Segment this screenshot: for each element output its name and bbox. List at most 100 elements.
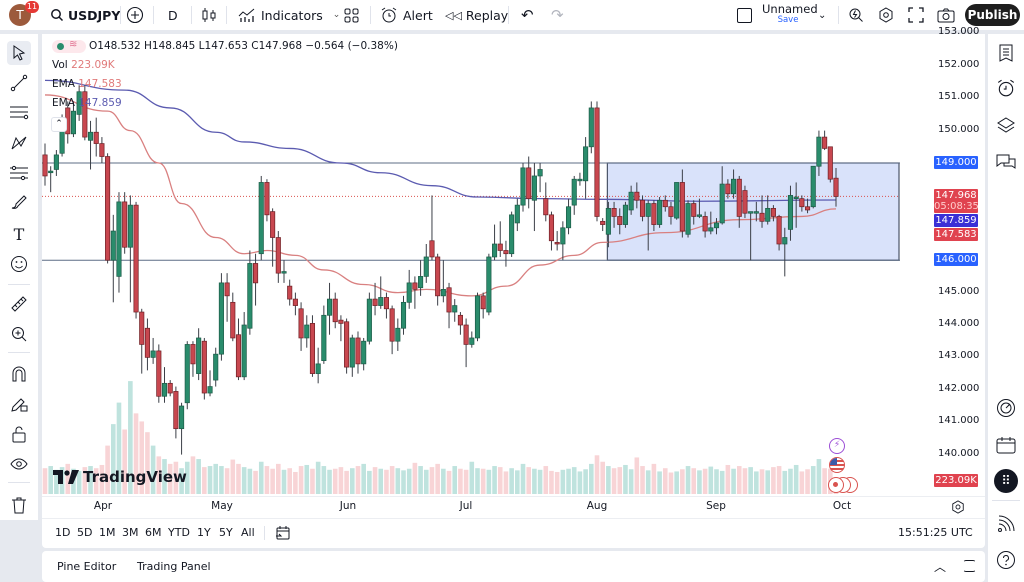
volume-bar [270, 468, 275, 494]
hide-drawings-tool[interactable] [7, 452, 31, 476]
chart-type-button[interactable] [201, 0, 217, 30]
volume-bar [765, 470, 771, 494]
help-button[interactable] [994, 548, 1018, 572]
icon-tool[interactable] [7, 252, 31, 276]
candle-body-up [349, 337, 355, 368]
event-marker-lightning[interactable]: ⚡ [829, 438, 845, 454]
compare-symbol-button[interactable] [126, 0, 144, 30]
range-button-5d[interactable]: 5D [77, 526, 93, 539]
candles-icon [202, 8, 216, 22]
range-button-1m[interactable]: 1M [99, 526, 116, 539]
range-button-6m[interactable]: 6M [145, 526, 162, 539]
candle-body-down [691, 203, 697, 217]
trend-line-tool[interactable] [7, 71, 31, 95]
candle [719, 166, 725, 225]
ema-fast-legend[interactable]: EMA 147.583 [52, 78, 122, 90]
publish-button[interactable]: Publish [965, 4, 1020, 26]
alert-label: Alert [403, 7, 433, 23]
candle [315, 347, 321, 384]
event-marker-dividends[interactable] [826, 477, 862, 493]
replay-button[interactable]: ◁◁ Replay [445, 0, 508, 30]
time-tick-label: Jul [459, 500, 473, 512]
layout-checkbox[interactable] [737, 0, 752, 30]
volume-bar [179, 468, 184, 494]
object-tree-button[interactable] [994, 113, 1018, 137]
range-button-ytd[interactable]: YTD [168, 526, 190, 539]
chevron-up-icon: ︿ [934, 560, 947, 574]
symbol-search[interactable]: USDJPY [50, 0, 120, 30]
candle [662, 195, 668, 212]
templates-button[interactable] [344, 0, 359, 30]
go-to-date-button[interactable] [275, 525, 291, 544]
undo-button[interactable]: ↶ [521, 0, 534, 30]
candle [799, 195, 805, 212]
pattern-tool[interactable] [7, 131, 31, 155]
legend-collapse-button[interactable]: ⌃ [51, 117, 67, 132]
text-tool[interactable]: T [7, 222, 31, 246]
clock-timezone[interactable]: 15:51:25 UTC [898, 526, 973, 539]
range-button-1d[interactable]: 1D [55, 526, 71, 539]
watchlist-button[interactable] [994, 41, 1018, 65]
volume-bar [423, 469, 429, 494]
axis-settings-button[interactable] [951, 500, 965, 517]
replay-label: Replay [465, 7, 509, 23]
volume-bar [566, 468, 571, 494]
event-marker-us-flag[interactable] [829, 457, 845, 473]
maximize-panel-button[interactable] [963, 560, 976, 572]
cursor-tool[interactable] [7, 41, 31, 65]
collapse-panel-button[interactable]: ︿ [934, 558, 946, 575]
range-button-1y[interactable]: 1Y [197, 526, 211, 539]
symbol-name: USDJPY [68, 7, 121, 23]
candle-series [42, 85, 839, 455]
ema-slow-legend[interactable]: EMA 147.859 [52, 97, 122, 109]
alert-button[interactable]: Alert [380, 0, 433, 30]
candle-body-down [457, 314, 463, 326]
zoom-in-tool[interactable] [7, 322, 31, 346]
layout-menu-chevron[interactable]: ⌄ [818, 0, 826, 30]
settings-button[interactable] [878, 0, 894, 30]
candle-body-up [469, 337, 475, 345]
candle [463, 318, 469, 368]
volume-legend[interactable]: Vol 223.09K [52, 59, 115, 71]
calendar-button[interactable] [994, 433, 1018, 457]
candle-body-down [292, 298, 298, 306]
volume-bar [361, 463, 366, 494]
products-button[interactable]: ⠿ [994, 469, 1018, 493]
technicals-button[interactable] [994, 396, 1018, 420]
price-chart[interactable] [42, 34, 900, 496]
remove-drawings-tool[interactable] [7, 493, 31, 517]
brush-tool[interactable] [7, 191, 31, 215]
range-button-5y[interactable]: 5Y [219, 526, 233, 539]
candle [611, 201, 617, 228]
volume-bar [651, 463, 657, 494]
interval-button[interactable]: D [168, 7, 178, 23]
forecast-tool[interactable] [7, 161, 31, 185]
layout-name-button[interactable]: Unnamed Save [762, 3, 818, 26]
alerts-button[interactable] [994, 76, 1018, 100]
candle-body-down [287, 285, 293, 300]
candle [383, 292, 389, 319]
measure-tool[interactable] [7, 292, 31, 316]
signals-button[interactable] [994, 512, 1018, 536]
lock-drawings-tool[interactable] [7, 422, 31, 446]
stay-in-drawing-mode-tool[interactable] [7, 392, 31, 416]
fullscreen-button[interactable] [908, 0, 924, 30]
quick-search-button[interactable] [848, 0, 864, 30]
volume-bar [162, 459, 167, 494]
fib-tool[interactable] [7, 101, 31, 125]
candle-body-up [719, 183, 725, 224]
tab-pine-editor[interactable]: Pine Editor [57, 560, 117, 573]
range-button-all[interactable]: All [241, 526, 255, 539]
watchlist-icon [999, 44, 1013, 62]
volume-bar [617, 467, 623, 494]
indicators-button[interactable]: Indicators ⌄ [238, 0, 340, 30]
chats-button[interactable] [994, 150, 1018, 174]
volume-bar [583, 469, 588, 494]
tab-trading-panel[interactable]: Trading Panel [137, 560, 211, 573]
snapshot-button[interactable] [937, 0, 955, 30]
redo-button[interactable]: ↷ [551, 0, 564, 30]
range-button-3m[interactable]: 3M [122, 526, 139, 539]
candle-body-down [144, 327, 150, 358]
magnet-tool[interactable] [7, 362, 31, 386]
candle-body-down [338, 319, 344, 324]
